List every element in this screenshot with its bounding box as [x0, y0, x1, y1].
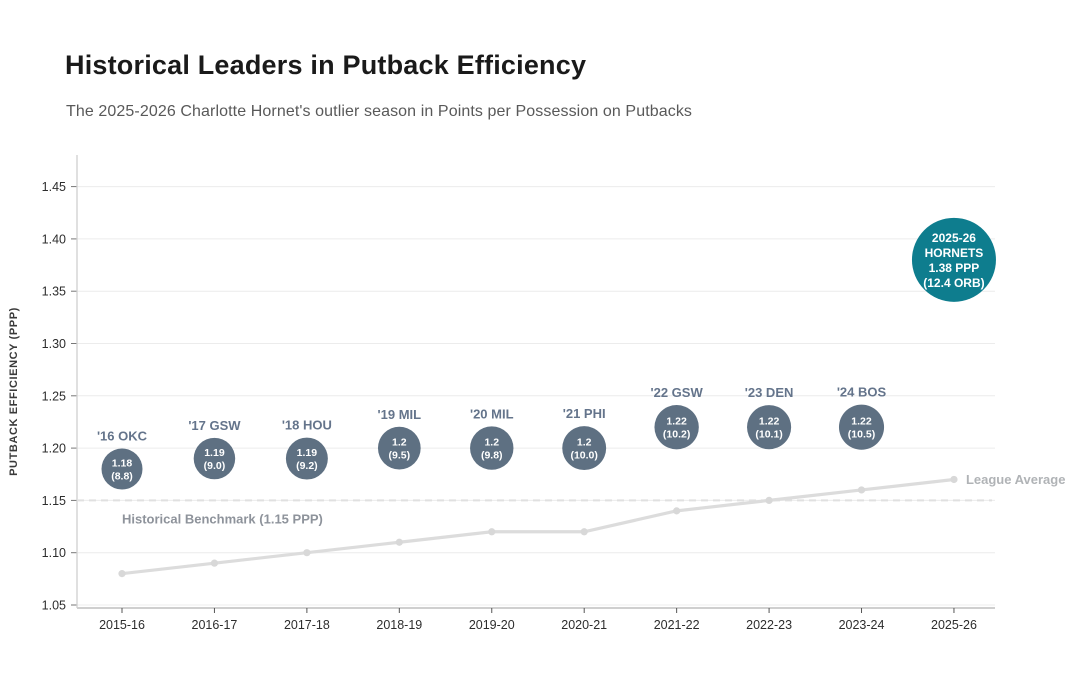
bubble-label-21-phi: '21 PHI — [563, 406, 606, 421]
x-tick-label-2025-26: 2025-26 — [931, 618, 977, 632]
hornets-bubble-line-1: 2025-26 — [932, 231, 976, 245]
bubble-23-den — [747, 405, 792, 450]
bubble-orb-20-mil: (9.8) — [481, 450, 503, 462]
bubble-18-hou — [285, 437, 328, 480]
league-average-marker-2023-24 — [857, 486, 866, 494]
league-average-marker-2015-16 — [118, 570, 126, 578]
bubble-label-18-hou: '18 HOU — [282, 418, 332, 433]
bubble-label-20-mil: '20 MIL — [470, 406, 514, 421]
bubble-22-gsw — [654, 405, 699, 450]
x-tick-label-2017-18: 2017-18 — [284, 618, 330, 632]
y-tick-label-1.25: 1.25 — [42, 389, 66, 403]
x-tick-label-2022-23: 2022-23 — [746, 618, 792, 632]
y-tick-label-1.10: 1.10 — [42, 546, 66, 560]
bubble-16-okc — [101, 448, 143, 490]
bubble-ppp-16-okc: 1.18 — [112, 458, 133, 470]
bubble-orb-22-gsw: (10.2) — [663, 429, 690, 441]
bubble-20-mil — [470, 426, 514, 470]
league-average-marker-2017-18 — [303, 549, 311, 557]
bubble-ppp-20-mil: 1.2 — [484, 437, 499, 449]
y-tick-label-1.15: 1.15 — [42, 494, 66, 508]
bubble-19-mil — [377, 426, 421, 470]
hornets-bubble-line-3: 1.38 PPP — [929, 261, 980, 275]
benchmark-label: Historical Benchmark (1.15 PPP) — [122, 511, 323, 526]
bubble-label-17-gsw: '17 GSW — [188, 418, 241, 433]
x-tick-label-2018-19: 2018-19 — [376, 618, 422, 632]
bubble-ppp-22-gsw: 1.22 — [666, 416, 687, 428]
y-axis-label: PUTBACK EFFICIENCY (PPP) — [8, 307, 20, 476]
x-tick-label-2020-21: 2020-21 — [561, 618, 607, 632]
league-average-marker-2016-17 — [210, 559, 219, 567]
league-average-marker-2025-26 — [950, 475, 958, 484]
bubble-orb-21-phi: (10.0) — [570, 450, 597, 462]
bubble-17-gsw — [193, 437, 236, 480]
bubble-24-bos — [838, 404, 885, 450]
bubble-orb-16-okc: (8.8) — [111, 471, 133, 483]
hornets-bubble-line-2: HORNETS — [925, 246, 984, 260]
hornets-bubble-line-4: (12.4 ORB) — [923, 276, 984, 290]
bubble-orb-19-mil: (9.5) — [389, 450, 411, 462]
bubble-ppp-21-phi: 1.2 — [577, 437, 592, 449]
x-tick-label-2023-24: 2023-24 — [839, 618, 885, 632]
bubble-label-22-gsw: '22 GSW — [651, 385, 704, 400]
bubble-label-16-okc: '16 OKC — [97, 429, 148, 444]
y-tick-label-1.20: 1.20 — [42, 442, 66, 456]
league-average-marker-2018-19 — [395, 538, 403, 546]
bubble-ppp-18-hou: 1.19 — [297, 447, 318, 459]
bubble-orb-18-hou: (9.2) — [296, 460, 318, 472]
bubble-orb-24-bos: (10.5) — [848, 429, 875, 441]
y-tick-label-1.35: 1.35 — [42, 285, 66, 299]
x-tick-label-2016-17: 2016-17 — [192, 618, 238, 632]
league-average-marker-2021-22 — [673, 507, 681, 515]
bubble-ppp-24-bos: 1.22 — [851, 416, 872, 428]
league-average-marker-2019-20 — [488, 528, 496, 536]
league-average-marker-2022-23 — [765, 496, 773, 504]
y-tick-label-1.05: 1.05 — [42, 599, 66, 613]
x-tick-label-2015-16: 2015-16 — [99, 618, 145, 632]
page-title: Historical Leaders in Putback Efficiency — [65, 50, 587, 80]
league-average-label: League Average — [966, 472, 1065, 487]
x-tick-label-2019-20: 2019-20 — [469, 618, 515, 632]
bubble-orb-17-gsw: (9.0) — [204, 460, 226, 472]
bubble-orb-23-den: (10.1) — [755, 429, 782, 441]
y-tick-label-1.45: 1.45 — [42, 180, 66, 194]
bubble-ppp-23-den: 1.22 — [759, 416, 780, 428]
page-subtitle: The 2025-2026 Charlotte Hornet's outlier… — [66, 103, 693, 120]
y-tick-label-1.40: 1.40 — [42, 232, 66, 246]
bubble-label-23-den: '23 DEN — [745, 385, 794, 400]
bubble-21-phi — [562, 426, 607, 471]
bubble-label-24-bos: '24 BOS — [837, 385, 887, 400]
bubble-2025-26-hornets — [911, 217, 996, 302]
bubble-ppp-19-mil: 1.2 — [392, 437, 407, 449]
bubble-label-19-mil: '19 MIL — [378, 407, 422, 422]
y-tick-label-1.30: 1.30 — [42, 337, 66, 351]
league-average-marker-2020-21 — [580, 528, 588, 536]
league-average-line — [120, 477, 956, 576]
bubble-ppp-17-gsw: 1.19 — [204, 447, 225, 459]
x-tick-label-2021-22: 2021-22 — [654, 618, 700, 632]
